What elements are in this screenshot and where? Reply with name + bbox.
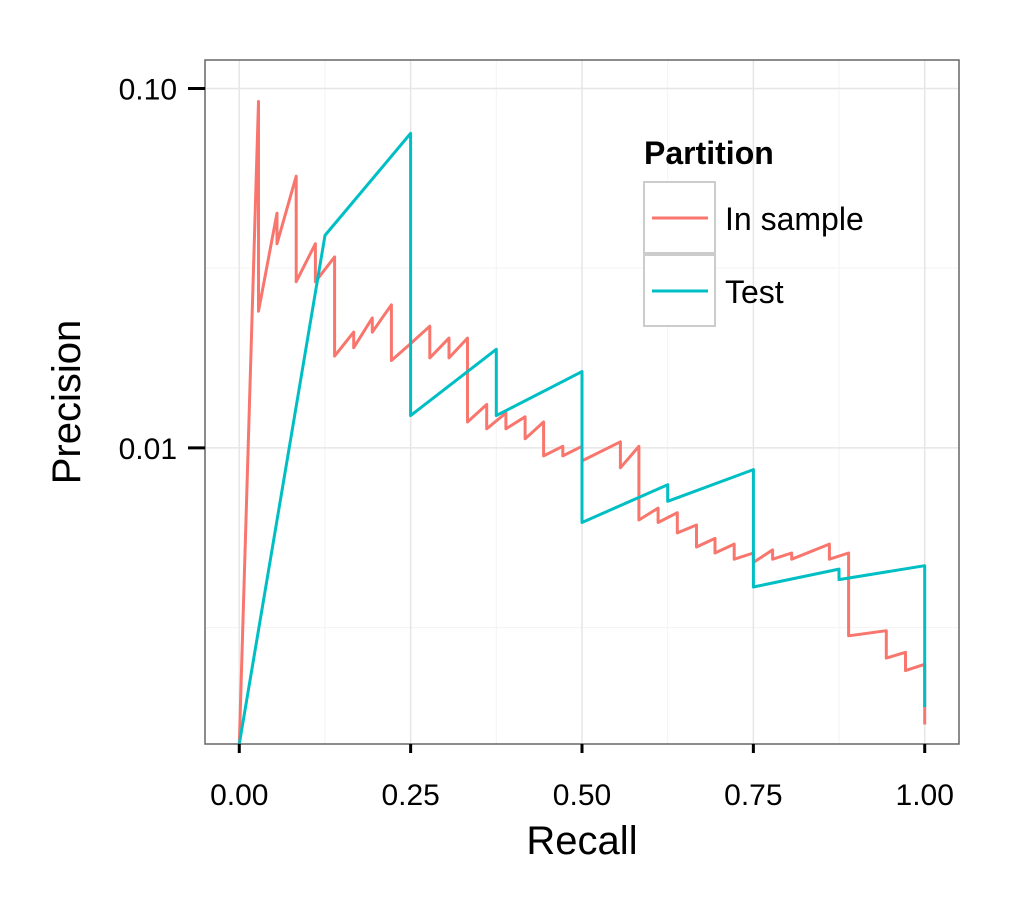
x-tick-label: 1.00	[896, 779, 954, 812]
legend-label-in-sample: In sample	[725, 201, 864, 237]
x-tick-label: 0.75	[724, 779, 782, 812]
y-axis-title: Precision	[45, 320, 89, 485]
y-tick-label: 0.10	[119, 73, 177, 106]
legend-title: Partition	[644, 135, 774, 171]
legend-label-test: Test	[725, 274, 784, 310]
x-tick-label: 0.00	[210, 779, 268, 812]
x-tick-label: 0.50	[553, 779, 611, 812]
x-axis-title: Recall	[526, 819, 637, 863]
x-tick-label: 0.25	[381, 779, 439, 812]
y-tick-label: 0.01	[119, 433, 177, 466]
